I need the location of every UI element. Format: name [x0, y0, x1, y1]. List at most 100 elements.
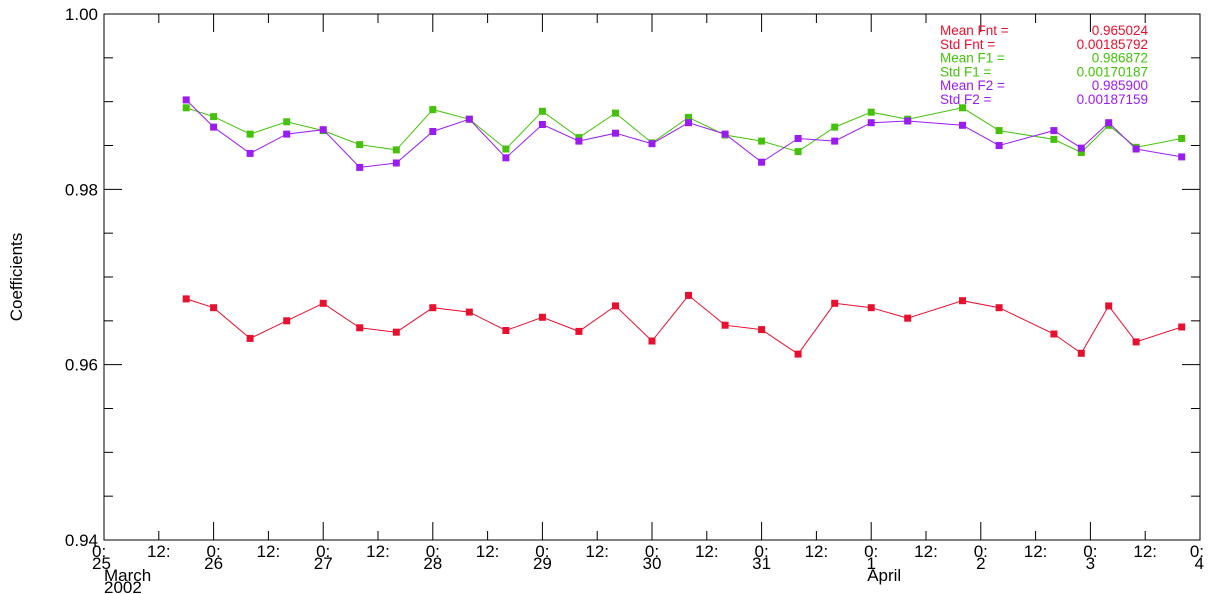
data-point: [1105, 119, 1113, 127]
data-point: [959, 121, 966, 129]
data-point: [959, 104, 966, 112]
x-tick-label: 28: [423, 554, 442, 573]
data-point: [959, 297, 966, 305]
data-point: [538, 107, 546, 115]
x-tick-label: March: [104, 566, 151, 585]
data-point: [831, 123, 839, 131]
x-tick-label: 1: [866, 554, 875, 573]
x-tick-label: 12:: [147, 542, 171, 561]
y-tick-label: 0.94: [65, 531, 98, 550]
x-tick-label: 12:: [476, 542, 500, 561]
data-point: [612, 129, 619, 137]
x-tick-label: 12:: [914, 542, 938, 561]
data-point: [283, 118, 291, 126]
data-point: [758, 137, 766, 145]
data-point: [612, 302, 619, 310]
data-point: [356, 324, 364, 332]
x-tick-label: 12:: [695, 542, 719, 561]
data-point: [794, 350, 802, 358]
data-point: [721, 321, 729, 329]
stat-label: Std Fnt =: [940, 37, 995, 52]
data-point: [794, 148, 802, 156]
data-point: [429, 106, 437, 114]
plot-frame: [103, 13, 1201, 541]
x-tick-label: 27: [314, 554, 333, 573]
stat-value: 0.985900: [1092, 78, 1148, 93]
data-point: [392, 159, 400, 167]
series-line: [186, 107, 1182, 154]
data-point: [246, 149, 254, 157]
x-tick-label: 12:: [1024, 542, 1048, 561]
data-point: [831, 299, 839, 307]
y-axis-label: Coefficients: [7, 233, 26, 322]
x-tick-label: 0:: [207, 542, 221, 561]
x-tick-label: 0:: [316, 542, 330, 561]
x-tick-label: 12:: [1133, 542, 1157, 561]
data-point: [356, 141, 364, 149]
series-line: [186, 294, 1182, 355]
y-tick-label: 1.00: [65, 5, 98, 24]
data-point: [1178, 153, 1186, 161]
x-tick-label: 31: [752, 554, 771, 573]
data-point: [995, 127, 1003, 135]
data-point: [502, 327, 510, 334]
data-point: [1178, 323, 1186, 331]
x-tick-label: 0:: [92, 542, 106, 561]
x-tick-label: 0:: [974, 542, 988, 561]
data-point: [182, 295, 190, 303]
data-point: [356, 163, 364, 171]
data-point: [502, 145, 510, 153]
data-point: [867, 119, 875, 127]
x-tick-label: 3: [1086, 554, 1095, 573]
data-point: [319, 126, 327, 134]
data-point: [995, 304, 1003, 312]
data-point: [283, 317, 291, 325]
data-point: [210, 123, 218, 131]
x-tick-label: 29: [533, 554, 552, 573]
stat-value: 0.00185792: [1077, 37, 1148, 52]
data-point: [831, 137, 839, 145]
data-point: [685, 119, 692, 127]
y-tick-label: 0.96: [65, 356, 98, 375]
data-point: [758, 158, 766, 166]
data-point: [1105, 302, 1113, 310]
x-tick-label: 0:: [864, 542, 878, 561]
data-point: [1178, 135, 1186, 142]
data-point: [648, 337, 656, 345]
stat-label: Std F1 =: [940, 64, 992, 79]
series-group: [182, 96, 1186, 358]
x-tick-label: 12:: [585, 542, 609, 561]
data-point: [758, 326, 766, 334]
data-point: [1077, 149, 1085, 156]
data-point: [612, 109, 619, 117]
data-point: [995, 142, 1003, 149]
data-point: [319, 299, 327, 307]
data-point: [538, 121, 546, 128]
data-point: [1132, 338, 1140, 346]
stat-label: Mean F2 =: [940, 78, 1005, 93]
data-point: [465, 115, 473, 123]
data-point: [1050, 330, 1058, 338]
data-point: [867, 108, 875, 116]
data-point: [1077, 144, 1085, 152]
x-tick-label: 12:: [366, 542, 390, 561]
x-tick-label: 30: [643, 554, 662, 573]
data-point: [429, 304, 437, 312]
data-point: [182, 96, 190, 104]
data-point: [465, 308, 473, 316]
data-point: [575, 327, 583, 335]
x-tick-label: 25: [92, 554, 111, 573]
x-tick-label: 2: [976, 554, 985, 573]
x-tick-label: 0:: [755, 542, 769, 561]
data-point: [904, 117, 912, 125]
data-point: [721, 130, 729, 138]
data-point: [210, 304, 218, 312]
data-point: [392, 328, 400, 336]
data-point: [429, 128, 437, 135]
data-point: [685, 291, 692, 299]
x-tick-label: 2002: [104, 578, 142, 594]
x-tick-label: April: [867, 566, 901, 585]
data-point: [246, 130, 254, 138]
